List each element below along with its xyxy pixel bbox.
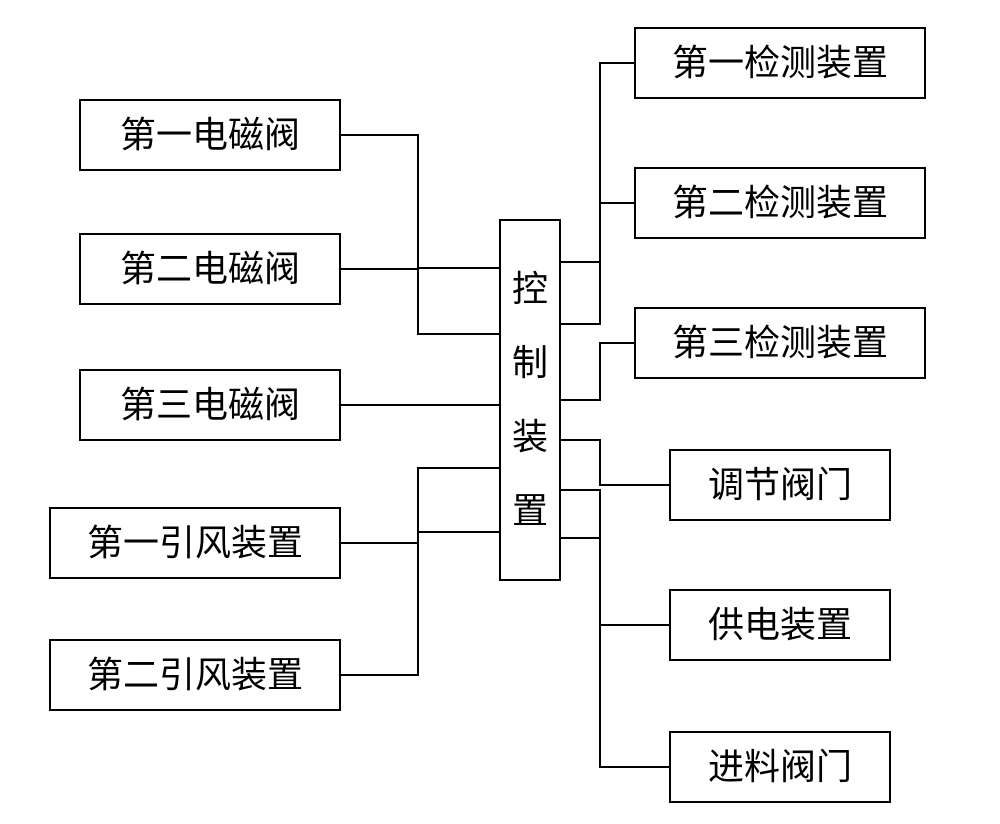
connector-det1 bbox=[560, 63, 635, 262]
connector-valve1 bbox=[340, 135, 500, 268]
node-valve3-label: 第三电磁阀 bbox=[120, 385, 300, 425]
node-regv-label: 调节阀门 bbox=[708, 465, 852, 505]
node-fan2-label: 第二引风装置 bbox=[87, 655, 303, 695]
node-controller-label-line-1: 制 bbox=[512, 343, 548, 383]
connector-regv bbox=[560, 440, 670, 485]
node-valve1-label: 第一电磁阀 bbox=[120, 115, 300, 155]
node-fan1-label: 第一引风装置 bbox=[87, 523, 303, 563]
node-power-label: 供电装置 bbox=[708, 605, 852, 645]
connector-fan2 bbox=[340, 532, 500, 675]
node-feedv-label: 进料阀门 bbox=[708, 747, 852, 787]
node-det2-label: 第二检测装置 bbox=[672, 183, 888, 223]
connector-power bbox=[560, 490, 670, 625]
node-valve2-label: 第二电磁阀 bbox=[120, 249, 300, 289]
node-controller-label-line-0: 控 bbox=[512, 269, 548, 309]
node-controller-label-line-3: 置 bbox=[512, 491, 548, 531]
node-controller-label-line-2: 装 bbox=[512, 417, 548, 457]
connector-valve2 bbox=[340, 269, 500, 334]
control-system-diagram: 控制装置 第一电磁阀第二电磁阀第三电磁阀第一引风装置第二引风装置 第一检测装置第二检… bbox=[0, 0, 1000, 824]
connector-det2 bbox=[560, 203, 635, 324]
node-det1-label: 第一检测装置 bbox=[672, 43, 888, 83]
connector-det3 bbox=[560, 343, 635, 400]
node-det3-label: 第三检测装置 bbox=[672, 323, 888, 363]
connector-feedv bbox=[560, 538, 670, 767]
